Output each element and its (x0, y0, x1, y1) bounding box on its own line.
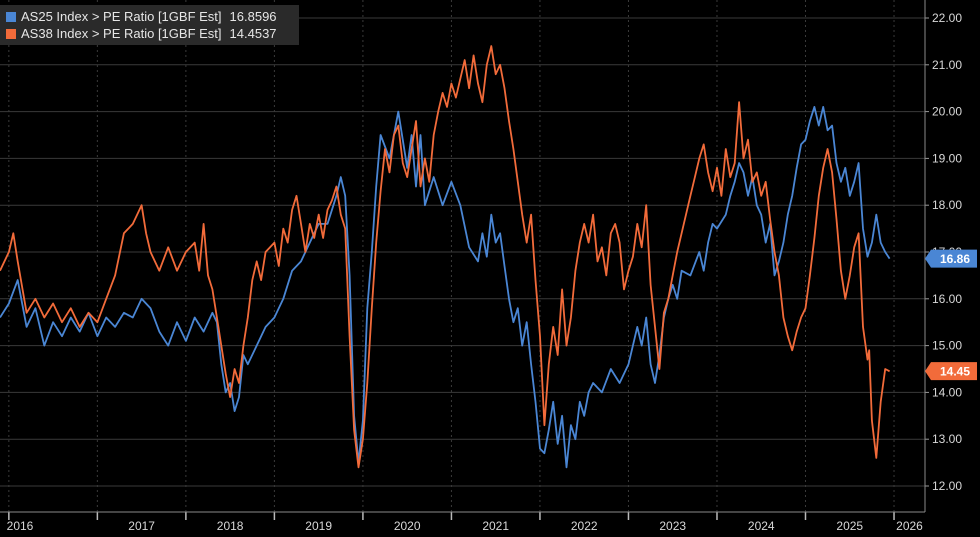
legend-label-as38: AS38 Index > PE Ratio [1GBF Est] (21, 26, 222, 41)
last-value-badge-as25: 16.86 (925, 249, 977, 268)
y-tick-label: 16.00 (932, 292, 962, 306)
last-value-labels: 16.86 14.45 (925, 249, 977, 381)
last-value-badge-as38: 14.45 (925, 362, 977, 381)
x-tick-label: 2023 (659, 519, 686, 533)
last-value-text: 14.45 (940, 365, 970, 379)
legend-label-as25: AS25 Index > PE Ratio [1GBF Est] (21, 9, 222, 24)
chart-legend: AS25 Index > PE Ratio [1GBF Est] 16.8596… (0, 5, 299, 45)
legend-swatch-as25 (6, 11, 16, 22)
series-line-as38 (0, 45, 891, 469)
x-tick-label: 2022 (571, 519, 598, 533)
y-tick-label: 21.00 (932, 58, 962, 72)
x-tick-label: 2025 (836, 519, 863, 533)
legend-item-as38: AS38 Index > PE Ratio [1GBF Est] 14.4537 (6, 25, 277, 42)
y-tick-label: 14.00 (932, 385, 962, 399)
y-tick-label: 20.00 (932, 105, 962, 119)
y-tick-label: 15.00 (932, 339, 962, 353)
series-lines (0, 45, 891, 469)
axes: 12.0013.0014.0015.0016.0017.0018.0019.00… (0, 0, 962, 533)
x-tick-label: 2021 (482, 519, 509, 533)
y-tick-label: 12.00 (932, 479, 962, 493)
x-tick-label: 2019 (305, 519, 332, 533)
y-tick-label: 19.00 (932, 151, 962, 165)
y-tick-label: 13.00 (932, 432, 962, 446)
last-value-badge-bg (925, 249, 977, 268)
legend-item-as25: AS25 Index > PE Ratio [1GBF Est] 16.8596 (6, 8, 277, 25)
x-tick-label: 2026 (896, 519, 923, 533)
x-tick-label: 2018 (217, 519, 244, 533)
legend-value-as25: 16.8596 (229, 9, 277, 24)
legend-value-as38: 14.4537 (229, 26, 277, 41)
x-tick-label: 2020 (394, 519, 421, 533)
x-tick-label: 2017 (128, 519, 155, 533)
y-tick-label: 18.00 (932, 198, 962, 212)
last-value-text: 16.86 (940, 252, 970, 266)
y-tick-label: 22.00 (932, 11, 962, 25)
x-tick-label: 2016 (7, 519, 34, 533)
last-value-badge-bg (925, 362, 977, 381)
legend-swatch-as38 (6, 28, 16, 39)
series-line-as25 (0, 106, 891, 469)
x-tick-label: 2024 (748, 519, 775, 533)
